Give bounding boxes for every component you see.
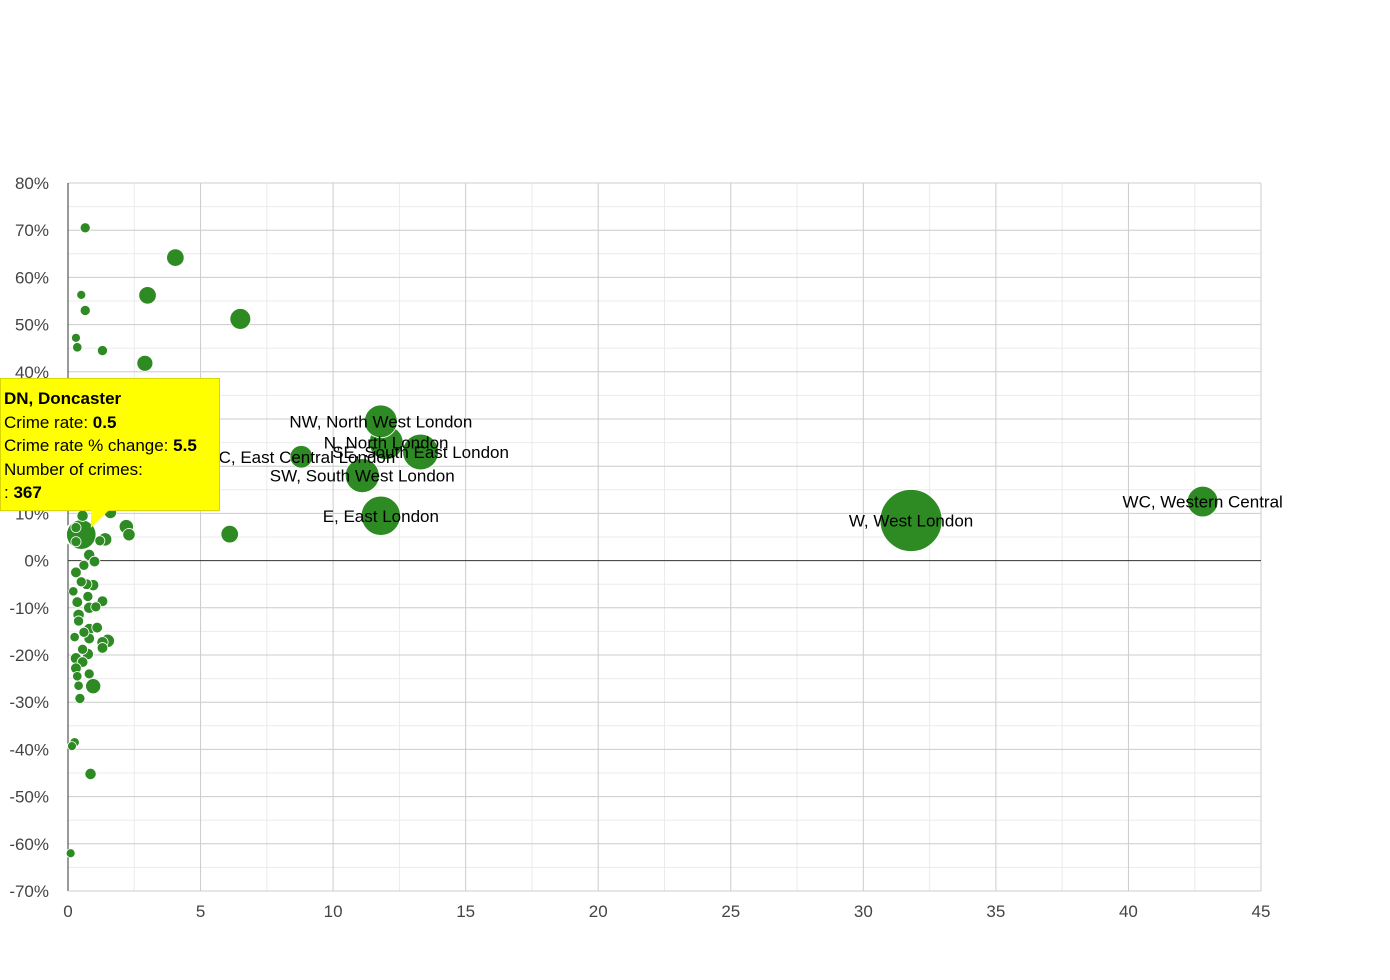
tooltip-rate-label: Crime rate: <box>4 412 93 432</box>
y-tick-label: 50% <box>15 316 49 335</box>
bubble <box>289 445 314 469</box>
bubble <box>220 524 239 544</box>
bubble <box>402 433 439 471</box>
bubble <box>88 555 101 568</box>
bubble <box>69 631 80 643</box>
bubble <box>84 767 97 781</box>
bubble <box>1186 485 1219 518</box>
bubble-label: WC, Western Central <box>1123 493 1283 512</box>
y-tick-label: 60% <box>15 268 49 287</box>
bubble <box>70 566 82 579</box>
tooltip-change-label: Crime rate % change: <box>4 436 174 455</box>
bubble <box>71 596 84 608</box>
y-tick-label: -70% <box>9 882 49 901</box>
bubble <box>78 626 90 638</box>
bubble <box>75 576 87 588</box>
bubble <box>97 345 108 357</box>
bubble <box>72 671 83 682</box>
bubble <box>77 643 89 655</box>
bubble <box>122 528 136 542</box>
bubble-label: SW, South West London <box>270 467 455 486</box>
y-tick-label: -50% <box>9 788 49 807</box>
bubble <box>67 741 77 751</box>
tooltip-count-prefix: : <box>4 483 14 502</box>
tooltip-rate-value: 0.5 <box>92 412 117 432</box>
bubble <box>76 289 87 300</box>
bubble <box>85 678 102 695</box>
x-tick-label: 45 <box>1252 902 1271 921</box>
bubble <box>79 222 91 234</box>
bubble <box>229 308 252 330</box>
bubble-label: E, East London <box>323 507 439 526</box>
x-tick-label: 25 <box>721 902 740 921</box>
bubbles <box>64 222 1219 859</box>
x-tick-label: 5 <box>196 902 205 921</box>
x-tick-label: 20 <box>589 902 608 921</box>
grid-minor-lines <box>68 183 1261 891</box>
y-tick-label: -60% <box>9 835 49 854</box>
bubble <box>90 601 102 613</box>
grid-major-lines <box>68 182 1262 892</box>
y-tick-label: -20% <box>9 646 49 665</box>
bubble <box>879 489 943 552</box>
x-tick-label: 30 <box>854 902 873 921</box>
tooltip: DN, Doncaster Crime rate: 0.5 Crime rate… <box>0 378 220 511</box>
tooltip-title: DN, Doncaster <box>4 389 122 408</box>
tooltip-count-value: 367 <box>13 483 42 502</box>
y-tick-label: -40% <box>9 740 49 759</box>
bubble <box>71 332 81 343</box>
x-tick-label: 10 <box>324 902 343 921</box>
x-tick-label: 15 <box>456 902 475 921</box>
bubble-labels: WC, Western Central W, West London NW, Nor… <box>207 412 1283 530</box>
bubble <box>70 536 82 548</box>
bubble-label: SE, South East London <box>332 443 509 462</box>
bubble <box>72 342 83 353</box>
bubble-label: NW, North West London <box>289 412 472 431</box>
bubble <box>138 286 157 305</box>
bubble <box>82 591 94 602</box>
bubble-label: N, North London <box>324 434 449 453</box>
y-tick-label: 70% <box>15 221 49 240</box>
tick-labels: 05101520253035404580%70%60%50%40%30%20%1… <box>9 174 1270 921</box>
bubble-label: EC, East Central London <box>207 448 395 467</box>
tooltip-change-row: Crime rate % change: 5.5 <box>4 434 219 458</box>
bubble <box>79 304 91 316</box>
bubble <box>166 248 185 267</box>
y-tick-label: 80% <box>15 174 49 193</box>
y-tick-label: -30% <box>9 693 49 712</box>
bubble <box>136 354 154 372</box>
bubble <box>96 642 109 654</box>
bubble <box>78 559 90 571</box>
bubble <box>83 668 95 680</box>
bubble <box>360 495 401 536</box>
bubble <box>65 848 76 859</box>
bubble <box>91 621 103 634</box>
bubble <box>73 615 85 627</box>
bubble <box>364 404 398 439</box>
tooltip-count-label: Number of crimes: <box>4 459 143 479</box>
tooltip-count-row: : 367 <box>4 481 219 505</box>
bubble <box>70 522 82 534</box>
tooltip-change-value: 5.5 <box>173 436 197 455</box>
x-tick-label: 35 <box>986 902 1005 921</box>
y-tick-label: 0% <box>24 552 49 571</box>
x-tick-label: 40 <box>1119 902 1138 921</box>
y-tick-label: 40% <box>15 363 49 382</box>
x-tick-label: 0 <box>63 902 72 921</box>
bubble-label: W, West London <box>849 511 973 530</box>
bubble <box>68 586 79 597</box>
tooltip-rate-row: Crime rate: 0.5 <box>4 411 219 435</box>
bubble <box>94 535 106 547</box>
bubble <box>344 458 380 494</box>
bubble <box>74 692 86 704</box>
bubble <box>73 680 84 691</box>
y-tick-label: -10% <box>9 599 49 618</box>
